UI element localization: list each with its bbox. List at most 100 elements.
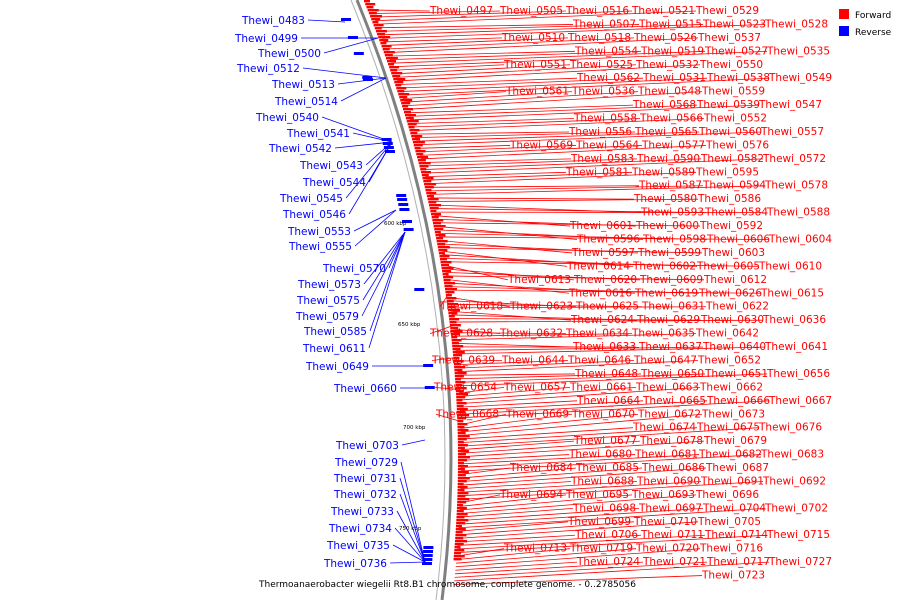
forward-feature — [452, 351, 465, 354]
forward-gene-label: Thewi_0665 — [642, 395, 706, 407]
forward-feature — [457, 450, 469, 453]
forward-feature — [455, 387, 467, 390]
leader-line — [362, 231, 406, 301]
reverse-gene-label: Thewi_0649 — [305, 361, 369, 373]
forward-feature — [425, 189, 432, 192]
leader-line — [425, 171, 567, 178]
leader-line — [456, 346, 766, 355]
leader-line — [392, 50, 768, 68]
forward-feature — [457, 444, 468, 447]
forward-feature — [385, 57, 398, 60]
forward-gene-label: Thewi_0720 — [635, 543, 699, 555]
forward-gene-label: Thewi_0644 — [501, 354, 565, 366]
forward-feature — [410, 132, 418, 135]
leader-line — [337, 77, 387, 85]
leader-line — [457, 534, 706, 550]
forward-gene-label: Thewi_0705 — [697, 516, 761, 528]
forward-feature — [417, 159, 426, 162]
leader-line — [415, 131, 700, 142]
forward-gene-label: Thewi_0593 — [640, 207, 704, 219]
forward-feature — [384, 54, 393, 57]
leader-line — [460, 413, 639, 433]
reverse-gene-label: Thewi_0543 — [299, 160, 363, 172]
forward-feature — [449, 324, 461, 327]
forward-feature — [427, 198, 439, 201]
leader-line — [400, 77, 708, 92]
legend-label-forward: Forward — [855, 11, 891, 21]
forward-gene-label: Thewi_0597 — [571, 247, 635, 259]
forward-gene-label: Thewi_0673 — [701, 408, 765, 420]
forward-gene-label: Thewi_0633 — [572, 341, 636, 353]
legend-swatch-forward — [839, 9, 849, 19]
leader-line — [439, 293, 450, 307]
forward-feature — [457, 453, 466, 456]
forward-gene-label: Thewi_0685 — [575, 462, 639, 474]
forward-gene-label: Thewi_0690 — [636, 475, 700, 487]
forward-gene-label: Thewi_0564 — [575, 139, 639, 151]
forward-gene-label: Thewi_0532 — [635, 59, 699, 71]
reverse-gene-label: Thewi_0735 — [326, 540, 390, 552]
tick-label: 600 kbp — [384, 221, 407, 227]
leader-line — [459, 386, 505, 394]
forward-gene-label: Thewi_0656 — [766, 368, 830, 380]
forward-gene-label: Thewi_0636 — [762, 314, 826, 326]
forward-feature — [392, 75, 401, 78]
forward-gene-label: Thewi_0592 — [699, 220, 763, 232]
leader-line — [433, 211, 768, 214]
leader-line — [460, 454, 700, 468]
leader-line — [380, 24, 704, 36]
forward-feature — [388, 63, 395, 66]
forward-feature — [454, 552, 462, 555]
leader-line — [459, 400, 578, 408]
forward-gene-label: Thewi_0600 — [635, 220, 699, 232]
reverse-feature — [353, 52, 364, 55]
forward-gene-label: Thewi_0691 — [700, 475, 764, 487]
forward-gene-label: Thewi_0547 — [758, 99, 822, 111]
forward-gene-label: Thewi_0516 — [565, 5, 629, 17]
leader-line — [396, 510, 426, 563]
forward-gene-label: Thewi_0497 — [429, 5, 493, 17]
leader-line — [371, 9, 431, 12]
forward-feature — [366, 6, 374, 9]
reverse-feature — [347, 36, 358, 39]
leader-line — [460, 454, 762, 472]
leader-line — [403, 91, 507, 100]
forward-feature — [445, 291, 455, 294]
forward-gene-label: Thewi_0637 — [638, 341, 702, 353]
scale-ticks: 600 kbp 650 kbp 700 kbp 750 kbp — [384, 221, 426, 532]
leader-line — [459, 494, 567, 507]
forward-feature — [449, 318, 460, 321]
forward-gene-label: Thewi_0632 — [499, 328, 563, 340]
leader-line — [460, 413, 703, 436]
leader-line — [460, 467, 707, 486]
reverse-gene-label: Thewi_0570 — [322, 263, 386, 275]
forward-feature — [444, 288, 457, 291]
forward-feature — [454, 540, 467, 543]
forward-feature — [457, 486, 468, 489]
forward-gene-label: Thewi_0678 — [639, 435, 703, 447]
leader-line — [334, 141, 393, 149]
forward-gene-label: Thewi_0616 — [568, 287, 632, 299]
reverse-feature — [398, 203, 409, 206]
forward-feature — [417, 156, 429, 159]
forward-feature — [450, 333, 460, 336]
leader-line — [424, 158, 764, 174]
forward-gene-label: Thewi_0566 — [639, 113, 703, 125]
forward-gene-label: Thewi_0697 — [638, 502, 702, 514]
leader-line — [373, 10, 567, 18]
leader-line — [408, 104, 698, 117]
forward-gene-label: Thewi_0683 — [760, 449, 824, 461]
reverse-gene-label: Thewi_0736 — [323, 558, 387, 570]
reverse-feature — [403, 228, 414, 231]
forward-gene-label: Thewi_0598 — [642, 234, 706, 246]
forward-feature — [379, 39, 389, 42]
reverse-gene-label: Thewi_0703 — [335, 440, 399, 452]
leader-line — [460, 427, 634, 440]
forward-feature — [445, 294, 452, 297]
forward-gene-label: Thewi_0549 — [768, 72, 832, 84]
forward-gene-label: Thewi_0556 — [568, 126, 632, 138]
forward-feature — [443, 279, 451, 282]
forward-feature — [431, 216, 439, 219]
forward-gene-label: Thewi_0651 — [704, 368, 768, 380]
